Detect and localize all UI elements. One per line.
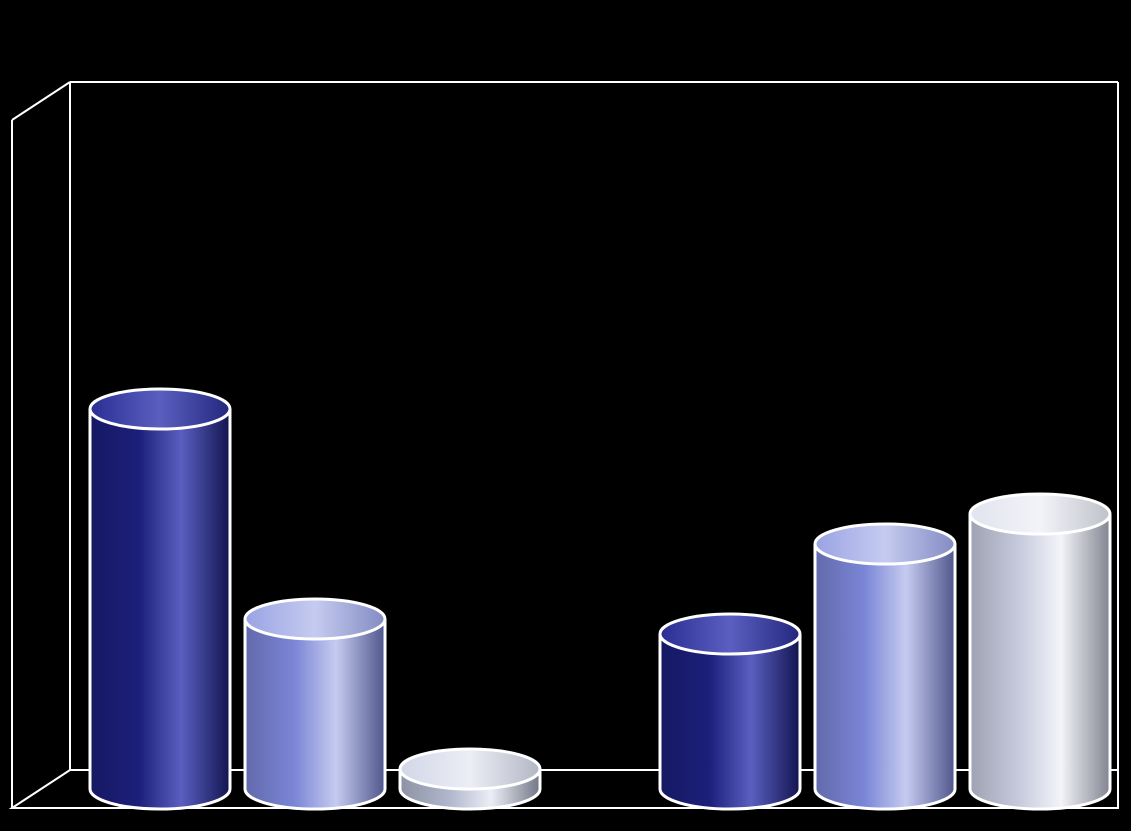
cylinder-bar-chart <box>0 0 1131 831</box>
